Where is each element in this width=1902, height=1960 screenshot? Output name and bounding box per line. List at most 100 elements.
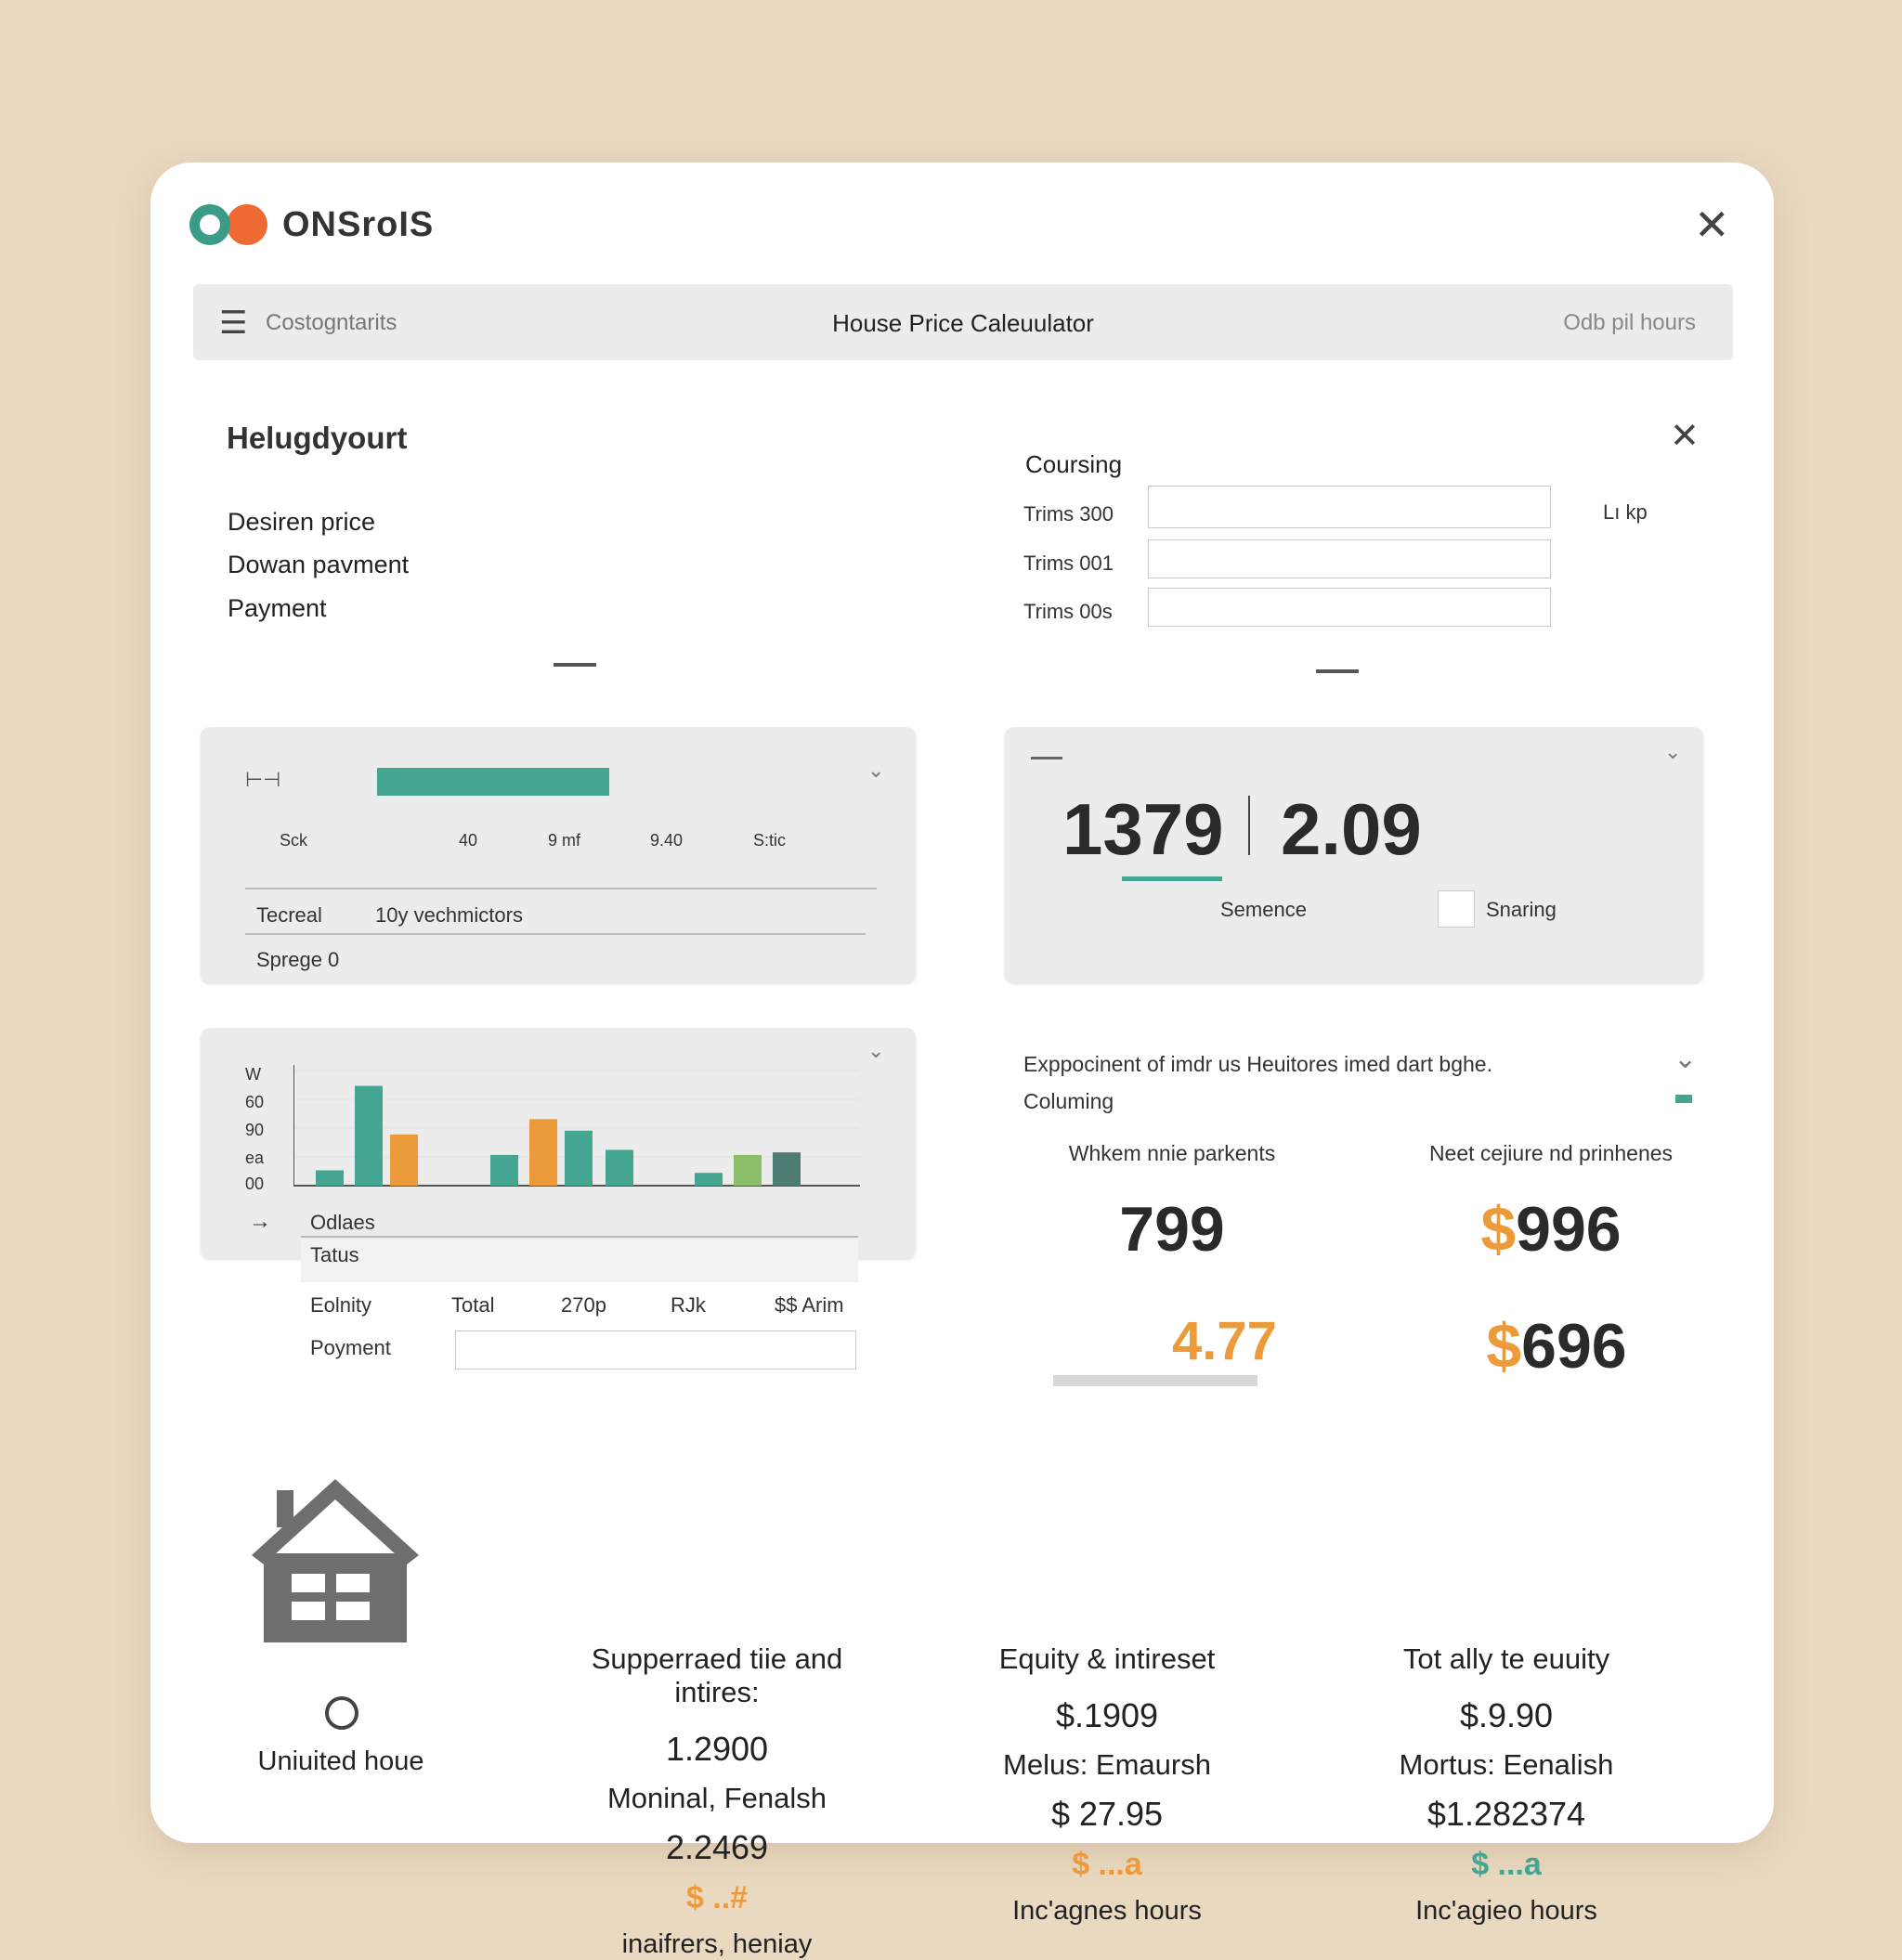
radio-button[interactable]: [325, 1696, 358, 1730]
chevron-down-icon[interactable]: ⌄: [867, 759, 885, 782]
close-icon[interactable]: ✕: [1694, 201, 1730, 249]
status-indicator: [1675, 1095, 1692, 1103]
chart-bar: [316, 1170, 344, 1186]
chevron-down-icon[interactable]: ⌄: [867, 1039, 885, 1062]
summary-value: $.9.90: [1459, 1696, 1554, 1734]
stat-divider: [1248, 796, 1250, 855]
bar-chart: [293, 1065, 860, 1187]
y-tick: 90: [245, 1121, 265, 1139]
desired-price-label: Desiren price: [228, 508, 376, 536]
col1-big-value: 799: [1119, 1194, 1225, 1265]
summary-footer: Inc'agnes hours: [1012, 1896, 1202, 1926]
col2-title: Neet cejiure nd prinhenes: [1428, 1141, 1674, 1165]
summary-column: Equity & intireset $.1909 Melus: Emaursh…: [968, 1642, 1246, 1927]
stat-value-b: 2.09: [1281, 788, 1422, 870]
summary-value: $1.282374: [1426, 1795, 1586, 1833]
down-payment-label: Dowan pavment: [228, 551, 410, 578]
y-tick: 00: [245, 1175, 265, 1193]
chart-bar: [606, 1149, 633, 1186]
chart-bar: [355, 1085, 383, 1186]
term-side-label: Lı kp: [1603, 500, 1648, 524]
summary-footer: Inc'agieo hours: [1415, 1896, 1597, 1926]
summary-subtitle: Mortus: Eenalish: [1399, 1748, 1614, 1781]
term-input-1[interactable]: [1148, 486, 1551, 528]
chart-bar: [695, 1173, 723, 1186]
chart-bar: [773, 1152, 801, 1186]
left-form-heading: Helugdyourt: [227, 421, 408, 455]
col2-big-number: 996: [1516, 1194, 1622, 1265]
logo-teal-dot: [189, 204, 230, 245]
footer-col: Eolnity: [310, 1293, 372, 1317]
summary-value: $ 27.95: [1050, 1795, 1164, 1833]
summary-title: Equity & intireset: [998, 1642, 1216, 1675]
experience-subtext: Columing: [1023, 1089, 1114, 1113]
stat-label-b: Snaring: [1486, 898, 1557, 921]
chart-row-label: Odlaes: [310, 1211, 375, 1234]
summary-footer: inaifrers, heniay: [621, 1929, 813, 1959]
collapse-handle-right[interactable]: [1316, 669, 1359, 673]
panel-handle-icon: [1031, 757, 1062, 759]
y-tick: W: [245, 1065, 261, 1084]
arrow-right-icon[interactable]: →: [249, 1209, 271, 1234]
calculator-window: ONSroIS ✕ ☰ Costogntarits House Price Ca…: [150, 162, 1774, 1959]
term-label-2: Trims 001: [1023, 552, 1114, 575]
summary-subtitle: Melus: Emaursh: [1003, 1748, 1211, 1781]
footer-col: $$ Arim: [775, 1293, 844, 1317]
bar-tick: 9.40: [650, 831, 684, 850]
collapse-handle[interactable]: [554, 663, 596, 667]
toolbar-left-label[interactable]: Costogntarits: [266, 310, 397, 335]
chart-panel: ⌄ W 60 90 ea 00 → Odlaes: [201, 1028, 916, 1258]
page-title: House Price Caleuulator: [832, 309, 1094, 337]
summary-value: 2.2469: [665, 1828, 769, 1866]
col1-progress-track: [1053, 1375, 1257, 1386]
col1-small-value: 4.77: [1172, 1311, 1277, 1371]
progress-panel: ⊢⊣ ⌄ Sck 40 9 mf 9.40 S:tic Tecreal 10y …: [201, 727, 916, 982]
footer-col: 270p: [561, 1293, 606, 1317]
toolbar-right-label[interactable]: Odb pil hours: [1563, 310, 1696, 335]
menu-icon[interactable]: ☰: [219, 305, 248, 341]
chart-bar: [390, 1134, 418, 1186]
summary-column: Tot ally te euuity $.9.90 Mortus: Eenali…: [1367, 1642, 1646, 1927]
col1-title: Whkem nnie parkents: [1068, 1141, 1276, 1165]
dollar-icon: $ ...a: [1471, 1847, 1542, 1882]
summary-subtitle: Moninal, Fenalsh: [606, 1782, 827, 1814]
chart-bar: [565, 1130, 593, 1186]
row-label: Sprege 0: [256, 948, 340, 971]
y-tick: 60: [245, 1093, 265, 1111]
summary-title: Tot ally te euuity: [1402, 1642, 1610, 1675]
dollar-icon: $ ...a: [1072, 1847, 1142, 1882]
summary-value: 1.2900: [665, 1730, 769, 1768]
row-label: Tecreal: [256, 903, 322, 927]
chart-bar: [529, 1119, 557, 1186]
col2-small-number: 696: [1521, 1311, 1627, 1382]
logo-orange-dot: [227, 204, 267, 245]
row-value: 10y vechmictors: [375, 903, 523, 927]
bar-tick: S:tic: [753, 831, 787, 850]
divider: [301, 1236, 858, 1238]
term-label-1: Trims 300: [1023, 502, 1114, 526]
term-input-2[interactable]: [1148, 539, 1551, 578]
col2-big-value: $996: [1393, 1193, 1709, 1266]
stat-underline: [1122, 876, 1222, 881]
chart-row-label: Tatus: [310, 1243, 359, 1266]
chevron-down-icon[interactable]: ⌄: [1664, 740, 1682, 763]
house-label: Uniuited houe: [257, 1746, 424, 1776]
chevron-down-icon[interactable]: ⌄: [1674, 1044, 1698, 1074]
col2-small-value: $696: [1393, 1310, 1720, 1382]
snaring-checkbox[interactable]: [1438, 890, 1475, 928]
form-close-icon[interactable]: ✕: [1670, 417, 1700, 456]
term-input-3[interactable]: [1148, 588, 1551, 627]
experience-text: Exppocinent of imdr us Heuitores imed da…: [1023, 1052, 1492, 1076]
payment-input[interactable]: [455, 1330, 856, 1369]
progress-bar: [377, 768, 609, 796]
stat-value-a: 1379: [1062, 788, 1224, 870]
dollar-symbol: $: [1480, 1194, 1517, 1265]
divider: [245, 933, 866, 935]
stat-label-a: Semence: [1220, 898, 1307, 921]
divider: [245, 888, 877, 889]
house-icon: [252, 1479, 419, 1642]
summary-title: Supperraed tiie and intires:: [591, 1642, 843, 1708]
panel-handle-icon: ⊢⊣: [245, 768, 281, 791]
stats-panel: ⌄ 1379 2.09 Semence Snaring: [1005, 727, 1703, 982]
bar-tick: Sck: [280, 831, 308, 850]
